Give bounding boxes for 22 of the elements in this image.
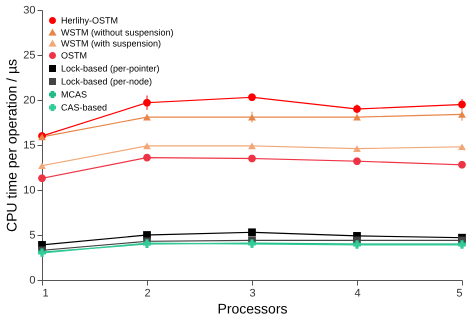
y-tick-label: 25 [23,50,36,62]
y-tick-label: 0 [29,274,36,286]
y-tick-label: 20 [23,94,36,106]
legend-label: WSTM (without suspension) [61,28,174,38]
y-tick-label: 5 [29,230,36,242]
legend-label: MCAS [61,90,88,100]
x-tick-label: 3 [249,288,256,300]
y-tick-label: 15 [23,140,36,152]
legend-label: WSTM (with suspension) [61,38,162,48]
legend-label: CAS-based [61,102,108,112]
y-tick-label: 30 [23,4,36,16]
x-tick-label: 4 [354,288,361,300]
y-axis-title: CPU time per operation / µs [3,58,20,232]
x-axis-title: Processors [217,300,288,316]
y-tick-label: 10 [23,184,36,196]
x-tick-label: 5 [456,288,462,300]
legend-label: Lock-based (per-node) [61,76,152,86]
legend-label: OSTM [61,50,87,60]
x-tick-label: 1 [42,288,49,300]
x-tick-label: 2 [144,288,151,300]
legend-label: Lock-based (per-pointer) [61,64,160,74]
legend-label: Herlihy-OSTM [61,16,118,26]
